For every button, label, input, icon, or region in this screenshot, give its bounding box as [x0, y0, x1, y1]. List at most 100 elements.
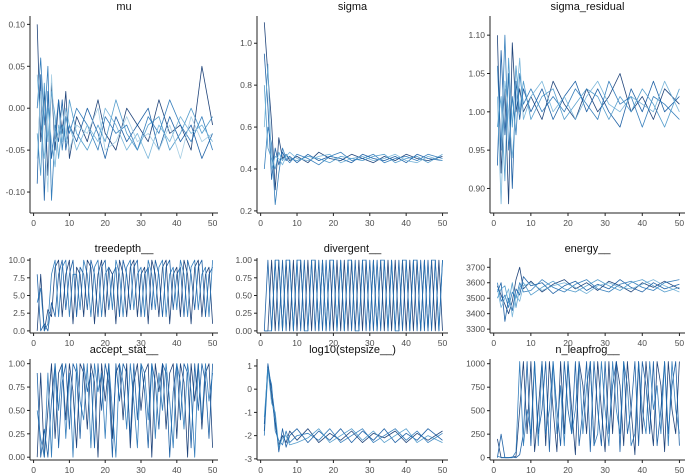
y-tick-label: 0.2	[240, 206, 252, 216]
x-tick-label: 20	[329, 218, 339, 228]
y-tick-label: 0.75	[235, 273, 252, 283]
y-tick-label: 3600	[466, 278, 485, 288]
x-tick-label: 50	[438, 218, 448, 228]
series-line	[497, 266, 680, 315]
y-tick-label: 0	[480, 453, 485, 463]
series-line	[36, 363, 213, 458]
y-tick-label: 2.5	[13, 308, 25, 318]
y-tick-label: -2	[244, 431, 252, 441]
series-line	[263, 85, 443, 170]
series-line	[497, 279, 680, 308]
series-line	[263, 22, 443, 191]
series-line	[36, 74, 213, 193]
x-tick-label: 20	[100, 465, 110, 474]
x-tick-label: 20	[100, 218, 110, 228]
x-tick-label: 40	[401, 338, 411, 348]
y-tick-label: 10.0	[8, 255, 25, 265]
x-tick-label: 30	[365, 218, 375, 228]
x-tick-label: 10	[65, 218, 75, 228]
x-tick-label: 50	[208, 338, 218, 348]
x-tick-label: 50	[675, 338, 685, 348]
series-line	[36, 363, 213, 458]
panel-title: mu	[116, 1, 131, 13]
series-line	[497, 279, 680, 318]
x-tick-label: 30	[365, 465, 375, 474]
x-tick-label: 10	[526, 218, 536, 228]
y-tick-label: 0.00	[8, 103, 25, 113]
series-line	[497, 276, 680, 322]
x-tick-label: 0	[31, 338, 36, 348]
x-tick-label: 20	[329, 465, 339, 474]
y-tick-label: -1	[244, 407, 252, 417]
series-line	[497, 361, 680, 459]
x-tick-label: 0	[258, 218, 263, 228]
series-line	[36, 24, 213, 176]
x-tick-label: 50	[208, 218, 218, 228]
x-tick-label: 20	[563, 465, 573, 474]
y-tick-label: 0.25	[235, 308, 252, 318]
y-tick-label: 0.00	[8, 452, 25, 462]
panel-3: treedepth__ 0.0 2.5 5.0 7.5 10.0 0 10 20 30 40 50	[8, 243, 218, 348]
y-tick-label: 1.00	[468, 107, 485, 117]
y-tick-label: 0.25	[8, 429, 25, 439]
y-tick-label: 7.5	[13, 273, 25, 283]
y-tick-label: 0.6	[240, 122, 252, 132]
x-tick-label: 20	[563, 218, 573, 228]
series-line	[263, 363, 443, 453]
y-tick-label: 1.10	[468, 30, 485, 40]
x-tick-label: 50	[675, 218, 685, 228]
y-tick-label: 1000	[466, 359, 485, 369]
x-tick-label: 30	[600, 338, 610, 348]
x-tick-label: 0	[491, 218, 496, 228]
series-line	[264, 259, 443, 332]
x-tick-label: 40	[172, 338, 182, 348]
series-line	[36, 259, 213, 332]
panel-8: n_leapfrog__ 0 250 500 750 1000 0 10 20 30 40 50	[466, 344, 685, 474]
series-line	[36, 259, 213, 332]
series-line	[263, 365, 443, 446]
x-tick-label: 20	[563, 338, 573, 348]
x-tick-label: 20	[329, 338, 339, 348]
y-tick-label: 1.00	[8, 359, 25, 369]
series-line	[263, 367, 443, 448]
panel-2: sigma_residual 0.90 0.95 1.00 1.05 1.10 0 10 20 3…	[468, 1, 685, 228]
y-tick-label: 0.05	[8, 61, 25, 71]
y-tick-label: 0.8	[240, 80, 252, 90]
panel-title: accept_stat__	[90, 344, 159, 356]
x-tick-label: 30	[365, 338, 375, 348]
x-tick-label: 40	[401, 465, 411, 474]
y-tick-label: 0.50	[8, 405, 25, 415]
y-tick-label: 0	[247, 384, 252, 394]
y-tick-label: -3	[244, 454, 252, 464]
series-line	[497, 361, 680, 459]
x-tick-label: 40	[401, 218, 411, 228]
x-tick-label: 10	[65, 465, 75, 474]
x-tick-label: 30	[600, 465, 610, 474]
series-line	[263, 63, 443, 170]
x-tick-label: 10	[65, 338, 75, 348]
y-tick-label: 0.75	[8, 382, 25, 392]
series-line	[263, 370, 443, 446]
y-tick-label: 0.10	[8, 19, 25, 29]
panel-4: divergent__ 0.00 0.25 0.50 0.75 1.00 0 10 20 30 40…	[235, 243, 448, 348]
y-tick-label: 750	[471, 382, 485, 392]
x-tick-label: 0	[258, 465, 263, 474]
x-tick-label: 40	[638, 465, 648, 474]
panel-0: mu -0.10 -0.05 0.00 0.05 0.10 0 10 20 30 40 50	[6, 1, 218, 228]
x-tick-label: 10	[292, 465, 302, 474]
y-tick-label: 1.00	[235, 255, 252, 265]
y-tick-label: -0.05	[6, 145, 26, 155]
x-tick-label: 10	[292, 218, 302, 228]
panel-5: energy__ 3300 3400 3500 3600 3700 0 10 20 30 40 50	[466, 243, 685, 348]
x-tick-label: 30	[136, 338, 146, 348]
panel-title: sigma_residual	[551, 1, 625, 13]
series-line	[497, 57, 680, 182]
x-tick-label: 30	[136, 218, 146, 228]
x-tick-label: 0	[31, 465, 36, 474]
y-tick-label: 0.4	[240, 164, 252, 174]
x-tick-label: 10	[526, 338, 536, 348]
panel-title: energy__	[565, 243, 612, 255]
x-tick-label: 50	[675, 465, 685, 474]
x-tick-label: 10	[292, 338, 302, 348]
panel-title: treedepth__	[95, 243, 155, 255]
